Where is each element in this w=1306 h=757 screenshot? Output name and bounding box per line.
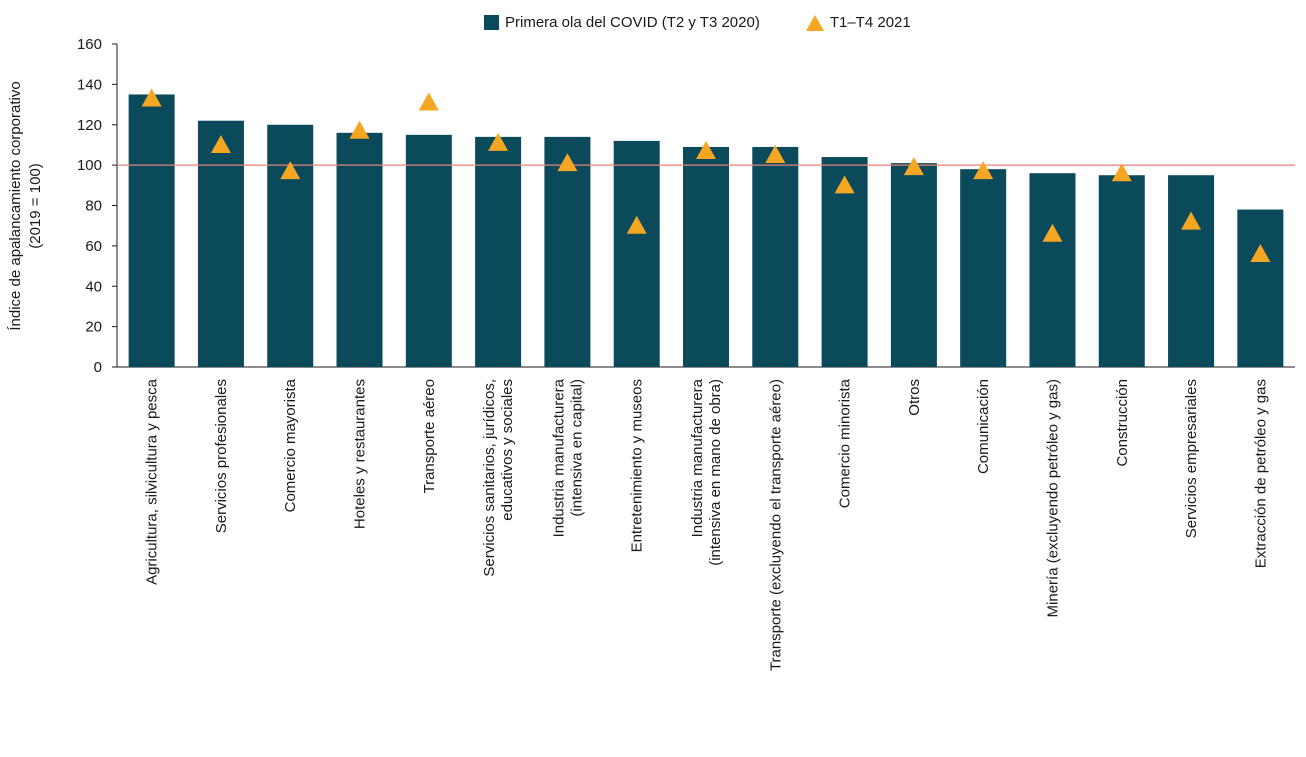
x-tick-label: Comunicación (975, 379, 992, 474)
bar (475, 136, 522, 367)
y-tick-label: 160 (77, 36, 102, 53)
y-tick-label: 0 (94, 359, 102, 376)
bar (890, 163, 937, 367)
x-tick-label: Servicios profesionales (213, 379, 230, 533)
x-tick-label-line: Comercio mayorista (282, 378, 299, 512)
x-tick-label: Extracción de petróleo y gas (1252, 379, 1269, 568)
triangle-marker (280, 161, 301, 180)
x-tick-label: Agricultura, silvicultura y pesca (144, 378, 161, 585)
bar (544, 136, 591, 367)
x-tick-label: Otros (906, 379, 923, 416)
triangle-marker (1042, 223, 1063, 242)
x-tick-label: Entretenimiento y museos (629, 379, 646, 552)
triangle-marker (418, 92, 439, 111)
x-tick-label: Industria manufacturera(intensiva en cap… (550, 378, 585, 537)
bar (128, 94, 175, 367)
x-tick-label: Comercio minorista (837, 378, 854, 508)
triangle-marker (973, 161, 994, 180)
triangle-marker (765, 145, 786, 164)
x-tick-label-line: Comunicación (975, 379, 992, 474)
x-tick-label-line: Agricultura, silvicultura y pesca (144, 378, 161, 585)
y-axis-title-unit: (2019 = 100) (27, 163, 44, 248)
bar (960, 169, 1007, 367)
legend-marker-label: T1–T4 2021 (829, 14, 911, 31)
x-tick-label: Servicios sanitarios, jurídicos,educativ… (481, 379, 516, 577)
bar (683, 146, 729, 367)
triangle-marker (557, 153, 578, 172)
x-tick-label-line: Transporte aéreo (421, 379, 438, 494)
x-tick-label-line: Industria manufacturera (689, 378, 706, 537)
triangle-marker (1111, 163, 1132, 182)
x-tick-label-line: Otros (906, 379, 923, 416)
triangle-marker (488, 132, 509, 151)
y-tick-label: 20 (85, 319, 102, 336)
bar (1029, 173, 1076, 367)
x-tick-label: Comercio mayorista (282, 378, 299, 512)
triangle-marker (1181, 211, 1202, 230)
x-tick-label-line: Servicios sanitarios, jurídicos, (481, 379, 498, 577)
bar (1168, 175, 1215, 367)
x-tick-label: Transporte (excluyendo el transporte aér… (767, 379, 784, 671)
chart-legend: Primera ola del COVID (T2 y T3 2020) T1–… (484, 14, 957, 31)
bar (197, 120, 244, 368)
x-tick-label: Servicios empresariales (1183, 379, 1200, 538)
legend-bar-label: Primera ola del COVID (T2 y T3 2020) (505, 14, 760, 31)
y-tick-label: 80 (85, 198, 102, 215)
x-tick-label-line: Construcción (1114, 379, 1131, 467)
y-tick-label: 60 (85, 238, 102, 255)
x-tick-label: Transporte aéreo (421, 379, 438, 494)
y-tick-label: 100 (77, 157, 102, 174)
bar (1098, 175, 1145, 367)
x-tick-label: Minería (excluyendo petróleo y gas) (1044, 379, 1061, 617)
x-tick-label-line: Industria manufacturera (550, 378, 567, 537)
y-axis-title: Índice de apalancamiento corporativo (7, 81, 24, 330)
x-tick-label-line: Entretenimiento y museos (629, 379, 646, 552)
legend-item-markers: T1–T4 2021 (805, 14, 911, 31)
x-tick-label-line: Hoteles y restaurantes (352, 379, 369, 529)
legend-bar-swatch (484, 15, 499, 30)
x-tick-label-line: (intensiva en mano de obra) (707, 379, 724, 566)
x-tick-label: Industria manufacturera(intensiva en man… (689, 378, 724, 565)
x-tick-label-line: (intensiva en capital) (568, 379, 585, 517)
x-tick-label-line: Minería (excluyendo petróleo y gas) (1044, 379, 1061, 617)
triangle-marker (349, 120, 370, 139)
bar (405, 134, 452, 367)
triangle-marker (210, 134, 231, 153)
x-tick-label-line: educativos y sociales (499, 379, 516, 521)
x-tick-label-line: Servicios empresariales (1183, 379, 1200, 538)
y-tick-label: 140 (77, 76, 102, 93)
x-tick-label-line: Comercio minorista (837, 378, 854, 508)
legend-triangle-swatch (805, 14, 824, 31)
triangle-marker (1250, 243, 1271, 262)
triangle-marker (696, 140, 716, 159)
bar (1237, 209, 1284, 367)
triangle-marker (141, 88, 162, 107)
legend-item-bars: Primera ola del COVID (T2 y T3 2020) (484, 14, 760, 31)
bar (613, 140, 660, 367)
x-tick-label-line: Transporte (excluyendo el transporte aér… (767, 379, 784, 671)
y-tick-label: 40 (85, 278, 102, 295)
x-tick-label: Construcción (1114, 379, 1131, 467)
bar (267, 124, 314, 367)
x-tick-label-line: Servicios profesionales (213, 379, 230, 533)
y-tick-label: 120 (77, 117, 102, 134)
triangle-marker (834, 175, 855, 194)
x-tick-label-line: Extracción de petróleo y gas (1252, 379, 1269, 568)
x-tick-label: Hoteles y restaurantes (352, 379, 369, 529)
triangle-marker (626, 215, 647, 234)
bar (336, 132, 383, 367)
bar (752, 146, 799, 367)
triangle-marker (903, 157, 924, 176)
